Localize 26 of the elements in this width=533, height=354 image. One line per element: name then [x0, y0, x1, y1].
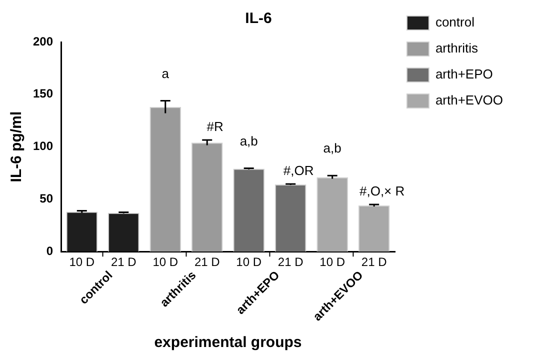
- x-axis-title: experimental groups: [154, 334, 302, 352]
- y-axis-title: IL-6 pg/ml: [8, 111, 26, 182]
- annotation: #,O,× R: [359, 184, 405, 199]
- x-tick-label: 10 D: [236, 255, 262, 270]
- annotation: #,OR: [283, 163, 314, 178]
- legend-label: arthritis: [435, 40, 479, 56]
- x-tick-label: 10 D: [69, 255, 95, 270]
- chart-title: IL-6: [245, 10, 272, 28]
- y-tick-label: 50: [40, 192, 54, 206]
- annotation: a: [162, 66, 170, 81]
- legend-label: arth+EVOO: [435, 92, 504, 108]
- y-tick-label: 150: [32, 86, 54, 101]
- x-tick-label: 10 D: [152, 255, 178, 270]
- x-tick-label: 21 D: [361, 255, 388, 270]
- annotation: a,b: [240, 133, 258, 148]
- legend-label: control: [435, 14, 475, 30]
- annotation: #R: [206, 119, 224, 134]
- y-tick-label: 100: [32, 139, 54, 154]
- x-tick-label: 10 D: [320, 255, 346, 270]
- x-tick-label: 21 D: [110, 255, 137, 270]
- x-tick-label: 21 D: [278, 255, 304, 270]
- annotation: a,b: [323, 140, 342, 156]
- y-tick-label: 0: [46, 244, 54, 258]
- y-tick-label: 200: [32, 34, 54, 48]
- legend-label: arth+EPO: [435, 66, 493, 82]
- x-tick-label: 21 D: [194, 255, 220, 270]
